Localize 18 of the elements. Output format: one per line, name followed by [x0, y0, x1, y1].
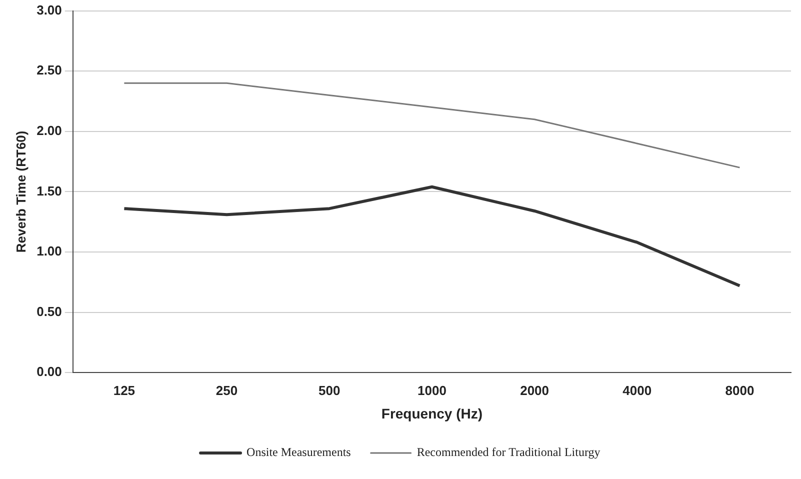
- y-tick-label: 0.50: [36, 304, 62, 319]
- legend-label: Onsite Measurements: [246, 445, 352, 460]
- y-tick-label: 0.00: [36, 364, 62, 380]
- x-tick-label: 125: [113, 382, 136, 398]
- x-tick-label: 4000: [622, 382, 652, 398]
- y-axis-title: Reverb Time (RT60): [13, 130, 28, 253]
- legend-label: Recommended for Traditional Liturgy: [416, 445, 600, 460]
- x-tick-label: 250: [216, 382, 238, 398]
- y-tick-label: 3.00: [36, 2, 62, 18]
- x-tick-label: 1000: [417, 382, 446, 398]
- y-tick-label: 2.00: [36, 122, 62, 138]
- x-axis-title: Frequency (Hz): [381, 405, 483, 422]
- y-tick-label: 2.50: [36, 62, 62, 78]
- y-tick-label: 1.50: [36, 183, 62, 198]
- x-tick-label: 8000: [725, 382, 754, 398]
- x-tick-label: 500: [318, 382, 340, 398]
- y-tick-label: 1.00: [36, 244, 62, 259]
- x-tick-label: 2000: [520, 382, 549, 398]
